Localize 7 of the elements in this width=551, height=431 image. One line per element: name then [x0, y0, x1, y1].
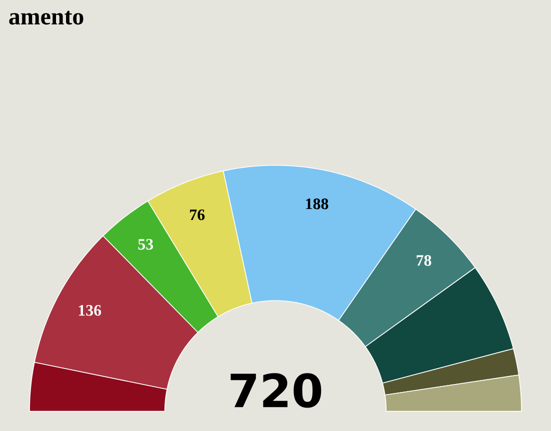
chart-title: amento: [9, 10, 84, 25]
data-label: 188: [306, 198, 328, 210]
data-label: 78: [416, 255, 432, 266]
data-label: 76: [190, 209, 205, 220]
data-label: 136: [78, 305, 102, 316]
data-label: 53: [138, 239, 154, 250]
text: 720: [230, 373, 322, 408]
